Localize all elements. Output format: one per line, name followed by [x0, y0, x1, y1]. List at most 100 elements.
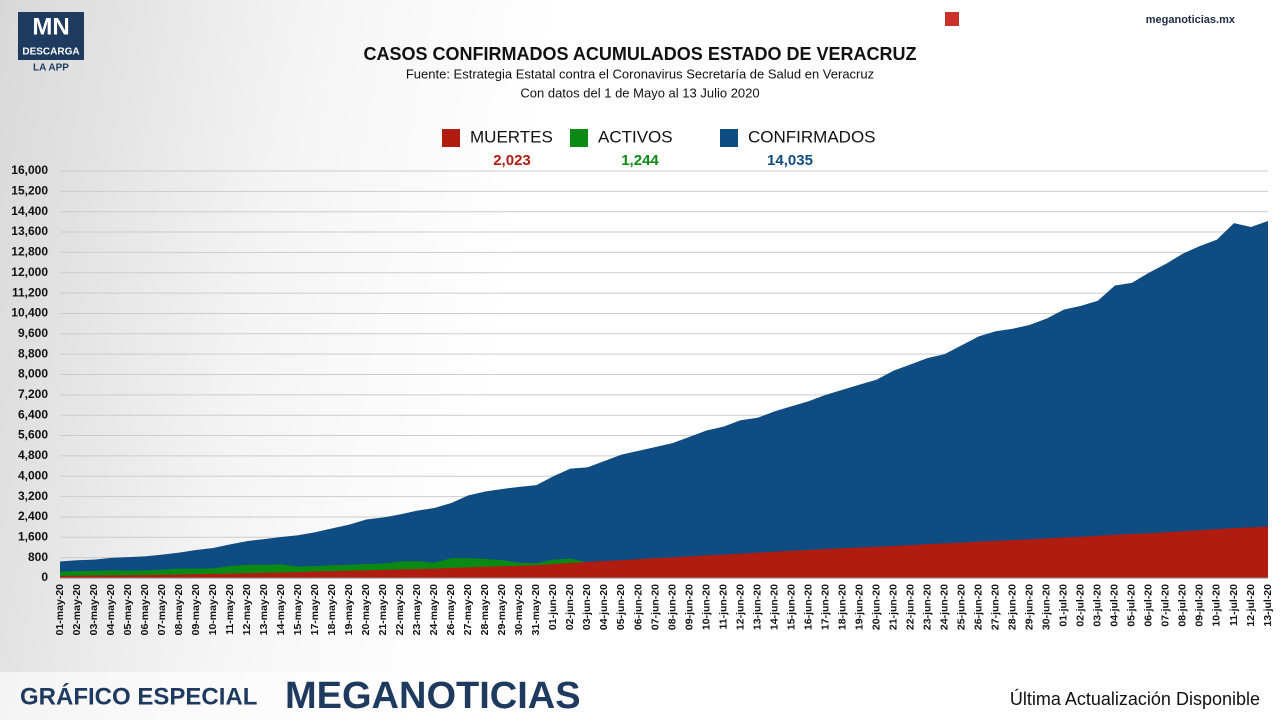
x-tick-label: 12-may-20 — [241, 584, 253, 636]
site: meganoticias.mx — [1146, 14, 1236, 26]
x-tick-label: 21-jun-20 — [887, 584, 899, 630]
y-tick-label: 12,800 — [11, 245, 48, 259]
x-tick-label: 18-may-20 — [326, 584, 338, 636]
y-tick-label: 0 — [41, 570, 48, 584]
y-tick-label: 16,000 — [11, 163, 48, 177]
legend-label: ACTIVOS — [598, 127, 673, 146]
x-tick-label: 30-jun-20 — [1041, 584, 1053, 630]
x-tick-label: 27-jun-20 — [990, 584, 1002, 630]
x-tick-label: 22-jun-20 — [904, 584, 916, 630]
x-tick-label: 16-jun-20 — [802, 584, 814, 630]
y-tick-label: 1,600 — [18, 529, 48, 543]
y-tick-label: 13,600 — [11, 224, 48, 238]
y-tick-label: 6,400 — [18, 407, 48, 421]
x-tick-label: 23-may-20 — [411, 584, 423, 636]
x-tick-label: 06-may-20 — [139, 584, 151, 636]
x-tick-label: 10-may-20 — [207, 584, 219, 636]
x-tick-label: 28-jun-20 — [1007, 584, 1019, 630]
x-tick-label: 29-jun-20 — [1024, 584, 1036, 630]
y-tick-label: 2,400 — [18, 509, 48, 523]
x-tick-label: 30-may-20 — [513, 584, 525, 636]
x-tick-label: 11-jun-20 — [717, 584, 729, 630]
x-tick-label: 03-may-20 — [88, 584, 100, 636]
x-tick-label: 10-jun-20 — [700, 584, 712, 630]
y-tick-label: 8,000 — [18, 367, 48, 381]
x-tick-label: 03-jul-20 — [1092, 584, 1104, 627]
x-tick-label: 29-may-20 — [496, 584, 508, 636]
y-tick-label: 4,800 — [18, 448, 48, 462]
x-tick-label: 08-jun-20 — [666, 584, 678, 630]
area — [60, 526, 1268, 578]
y-tick-label: 3,200 — [18, 489, 48, 503]
x-tick-label: 12-jun-20 — [734, 584, 746, 630]
x-tick-label: 13-may-20 — [258, 584, 270, 636]
x-tick-label: 04-may-20 — [105, 584, 117, 636]
footer-left: GRÁFICO ESPECIAL — [20, 682, 257, 710]
x-tick-label: 11-may-20 — [224, 584, 236, 635]
x-tick-label: 18-jun-20 — [836, 584, 848, 630]
area — [60, 220, 1268, 578]
x-tick-label: 19-may-20 — [343, 584, 355, 636]
y-tick-label: 5,600 — [18, 428, 48, 442]
x-tick-label: 02-jun-20 — [564, 584, 576, 630]
legend-total: 2,023 — [493, 152, 531, 169]
x-tick-label: 08-jul-20 — [1177, 584, 1189, 627]
x-tick-label: 04-jun-20 — [598, 584, 610, 630]
x-tick-label: 24-jun-20 — [939, 584, 951, 630]
x-tick-label: 22-may-20 — [394, 584, 406, 636]
x-tick-label: 24-may-20 — [428, 584, 440, 636]
x-tick-label: 13-jul-20 — [1262, 584, 1274, 627]
x-tick-label: 01-may-20 — [54, 584, 66, 636]
x-tick-label: 05-may-20 — [122, 584, 134, 636]
x-tick-label: 11-jul-20 — [1228, 584, 1240, 626]
x-tick-label: 20-jun-20 — [870, 584, 882, 630]
icon — [945, 12, 959, 26]
x-tick-label: 07-jul-20 — [1160, 584, 1172, 627]
x-tick-label: 26-may-20 — [445, 584, 457, 636]
x-tick-label: 09-jun-20 — [683, 584, 695, 630]
y-tick-label: 7,200 — [18, 387, 48, 401]
x-tick-label: 12-jul-20 — [1245, 584, 1257, 627]
x-tick-label: 20-may-20 — [360, 584, 372, 636]
y-tick-label: 15,200 — [11, 184, 48, 198]
chart-note: Con datos del 1 de Mayo al 13 Julio 2020 — [520, 85, 759, 100]
x-tick-label: 27-may-20 — [462, 584, 474, 636]
legend-swatch — [570, 129, 588, 147]
y-tick-label: 8,800 — [18, 346, 48, 360]
logo-sub: DESCARGA — [22, 47, 79, 58]
x-tick-label: 09-may-20 — [190, 584, 202, 636]
footer-right: Última Actualización Disponible — [1010, 688, 1260, 709]
chart-subtitle: Fuente: Estrategia Estatal contra el Cor… — [406, 66, 874, 81]
y-tick-label: 14,400 — [11, 204, 48, 218]
x-tick-label: 17-jun-20 — [819, 584, 831, 630]
x-tick-label: 03-jun-20 — [581, 584, 593, 630]
x-tick-label: 04-jul-20 — [1109, 584, 1121, 627]
chart-title: CASOS CONFIRMADOS ACUMULADOS ESTADO DE V… — [363, 44, 916, 64]
x-tick-label: 26-jun-20 — [973, 584, 985, 630]
logo-box — [18, 12, 84, 60]
x-tick-label: 13-jun-20 — [751, 584, 763, 630]
x-tick-label: 21-may-20 — [377, 584, 389, 636]
x-tick-label: 05-jun-20 — [615, 584, 627, 630]
x-tick-label: 15-may-20 — [292, 584, 304, 636]
y-tick-label: 800 — [28, 550, 48, 564]
x-tick-label: 05-jul-20 — [1126, 584, 1138, 627]
x-tick-label: 07-jun-20 — [649, 584, 661, 630]
legend-swatch — [720, 129, 738, 147]
y-tick-label: 10,400 — [11, 306, 48, 320]
x-tick-label: 15-jun-20 — [785, 584, 797, 630]
x-tick-label: 17-may-20 — [309, 584, 321, 636]
footer-band — [0, 672, 1280, 720]
x-tick-label: 10-jul-20 — [1211, 584, 1223, 627]
y-tick-label: 9,600 — [18, 326, 48, 340]
legend-total: 1,244 — [621, 152, 659, 169]
x-tick-label: 06-jun-20 — [632, 584, 644, 630]
footer-brand: MEGANOTICIAS — [285, 675, 581, 717]
x-tick-label: 09-jul-20 — [1194, 584, 1206, 627]
x-tick-label: 02-may-20 — [71, 584, 83, 636]
x-tick-label: 01-jul-20 — [1058, 584, 1070, 627]
y-tick-label: 4,000 — [18, 468, 48, 482]
x-tick-label: 06-jul-20 — [1143, 584, 1155, 627]
